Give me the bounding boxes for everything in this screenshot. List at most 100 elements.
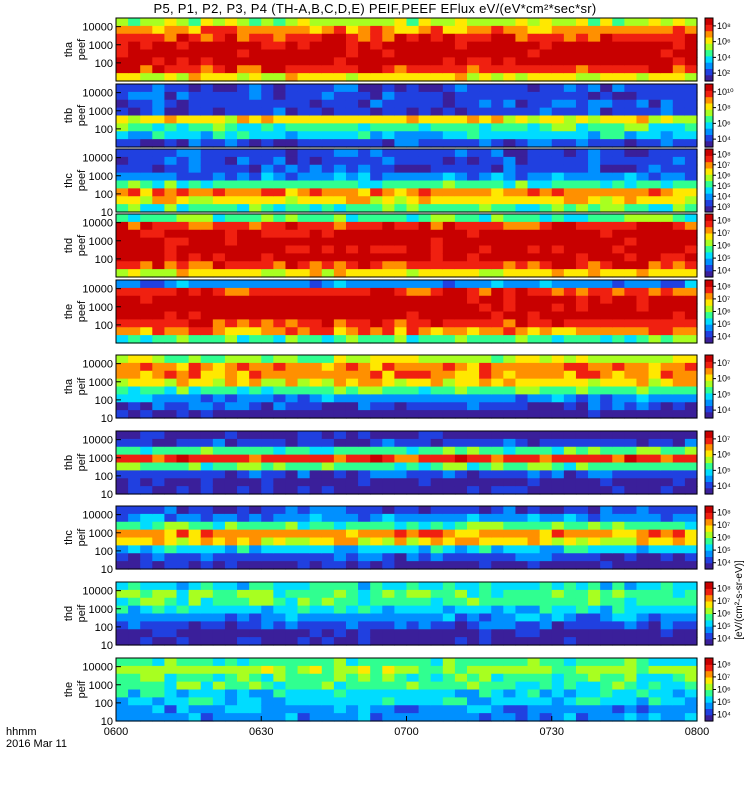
spectrogram-cell (479, 107, 492, 117)
spectrogram-cell (212, 327, 226, 336)
spectrogram-cell (394, 73, 408, 82)
spectrogram-cell (479, 629, 492, 638)
spectrogram-cell (188, 454, 202, 464)
spectrogram-cell (321, 172, 335, 182)
spectrogram-cell (648, 221, 662, 231)
spectrogram-cell (672, 454, 686, 464)
spectrogram-cell (176, 613, 190, 622)
spectrogram-cell (575, 621, 589, 630)
spectrogram-cell (515, 438, 529, 448)
spectrogram-cell (563, 681, 577, 691)
spectrogram-cell (140, 172, 153, 182)
spectrogram-cell (660, 280, 674, 289)
spectrogram-cell (200, 537, 214, 546)
spectrogram-cell (539, 589, 553, 599)
spectrogram-cell (394, 280, 408, 289)
spectrogram-cell (406, 180, 420, 189)
spectrogram-cell (588, 705, 601, 714)
spectrogram-cell (636, 311, 650, 320)
spectrogram-cell (152, 446, 166, 456)
spectrogram-cell (467, 214, 480, 223)
spectrogram-cell (624, 613, 638, 622)
spectrogram-cell (200, 605, 214, 615)
spectrogram-cell (309, 697, 323, 706)
spectrogram-cell (454, 84, 468, 93)
spectrogram-cell (430, 561, 444, 570)
spectrogram-cell (140, 431, 153, 440)
spectrogram-cell (273, 261, 287, 270)
spectrogram-cell (285, 139, 299, 148)
spectrogram-cell (164, 589, 178, 599)
spectrogram-cell (684, 438, 698, 448)
spectrogram-cell (684, 402, 698, 411)
spectrogram-cell (285, 188, 299, 197)
spectrogram-cell (237, 91, 250, 101)
spectrogram-cell (394, 446, 408, 456)
spectrogram-cell (212, 280, 226, 289)
y-tick-label: 1000 (89, 40, 113, 52)
spectrogram-cell (515, 553, 529, 562)
spectrogram-cell (345, 204, 359, 213)
spectrogram-cell (285, 582, 299, 591)
spectrogram-cell (224, 180, 238, 189)
spectrogram-cell (224, 172, 238, 182)
colorbar-segment (705, 531, 713, 539)
spectrogram-cell (515, 172, 529, 182)
spectrogram-cell (116, 57, 129, 66)
spectrogram-cell (249, 613, 262, 622)
spectrogram-cell (503, 713, 517, 722)
spectrogram-cell (321, 107, 335, 117)
spectrogram-cell (321, 462, 335, 471)
spectrogram-cell (345, 537, 359, 546)
spectrogram-cell (467, 303, 480, 313)
spectrogram-cell (345, 438, 359, 448)
spectrogram-cell (164, 57, 178, 66)
spectrogram-cell (309, 25, 323, 35)
spectrogram-cell (188, 18, 202, 27)
spectrogram-cell (237, 561, 250, 570)
spectrogram-cell (394, 33, 408, 43)
spectrogram-cell (249, 386, 262, 395)
spectrogram-cell (164, 229, 178, 239)
spectrogram-cell (370, 446, 383, 456)
spectrogram-cell (321, 99, 335, 109)
spectrogram-cell (588, 311, 601, 320)
spectrogram-cell (249, 115, 262, 124)
spectrogram-cell (382, 303, 395, 313)
spectrogram-cell (358, 18, 371, 27)
spectrogram-cell (515, 394, 529, 403)
spectrogram-cell (285, 311, 299, 320)
spectrogram-cell (491, 582, 504, 591)
spectrogram-cell (370, 123, 383, 132)
spectrogram-cell (237, 486, 250, 495)
spectrogram-cell (152, 84, 166, 93)
spectrogram-cell (200, 303, 214, 313)
spectrogram-cell (140, 335, 153, 344)
spectrogram-cell (128, 18, 141, 27)
spectrogram-cell (297, 637, 311, 646)
spectrogram-cell (454, 521, 468, 531)
spectrogram-cell (648, 73, 662, 82)
spectrogram-cell (394, 149, 408, 158)
spectrogram-cell (321, 386, 335, 395)
spectrogram-cell (442, 431, 456, 440)
spectrogram-cell (551, 486, 565, 495)
spectrogram-cell (636, 295, 650, 305)
spectrogram-cell (394, 673, 408, 683)
spectrogram-cell (297, 237, 311, 247)
spectrogram-cell (188, 41, 202, 51)
spectrogram-cell (394, 41, 408, 51)
spectrogram-cell (297, 149, 311, 158)
spectrogram-cell (527, 123, 541, 132)
spectrogram-cell (140, 196, 153, 205)
spectrogram-cell (358, 410, 371, 419)
spectrogram-cell (624, 237, 638, 247)
spectrogram-cell (212, 637, 226, 646)
spectrogram-cell (358, 335, 371, 344)
spectrogram-cell (176, 295, 190, 305)
spectrogram-cell (636, 613, 650, 622)
spectrogram-cell (164, 149, 178, 158)
spectrogram-cell (588, 665, 601, 675)
spectrogram-cell (297, 107, 311, 117)
spectrogram-cell (370, 713, 383, 722)
